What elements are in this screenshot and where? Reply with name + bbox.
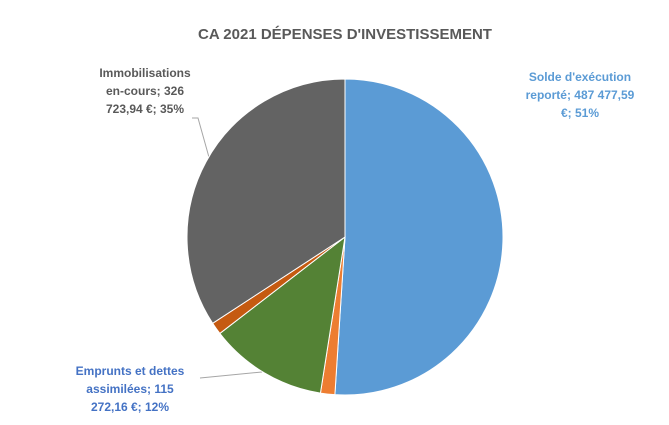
pie-slice <box>334 78 504 396</box>
data-label: 723,94 €; 35% <box>106 102 184 116</box>
data-label: Solde d'exécution <box>529 70 631 84</box>
leader-line <box>199 371 263 379</box>
chart-title: CA 2021 DÉPENSES D'INVESTISSEMENT <box>198 26 492 43</box>
data-label: en-cours; 326 <box>106 84 184 98</box>
data-label: reporté; 487 477,59 <box>526 88 635 102</box>
data-label: €; 51% <box>561 106 599 120</box>
pie-slice <box>186 78 346 324</box>
data-label: 272,16 €; 12% <box>91 400 169 414</box>
data-label: assimilées; 115 <box>86 382 174 396</box>
leader-line <box>192 117 213 169</box>
data-label: Emprunts et dettes <box>76 364 185 378</box>
pie-slice <box>219 235 346 394</box>
data-label: Immobilisations <box>99 66 191 80</box>
